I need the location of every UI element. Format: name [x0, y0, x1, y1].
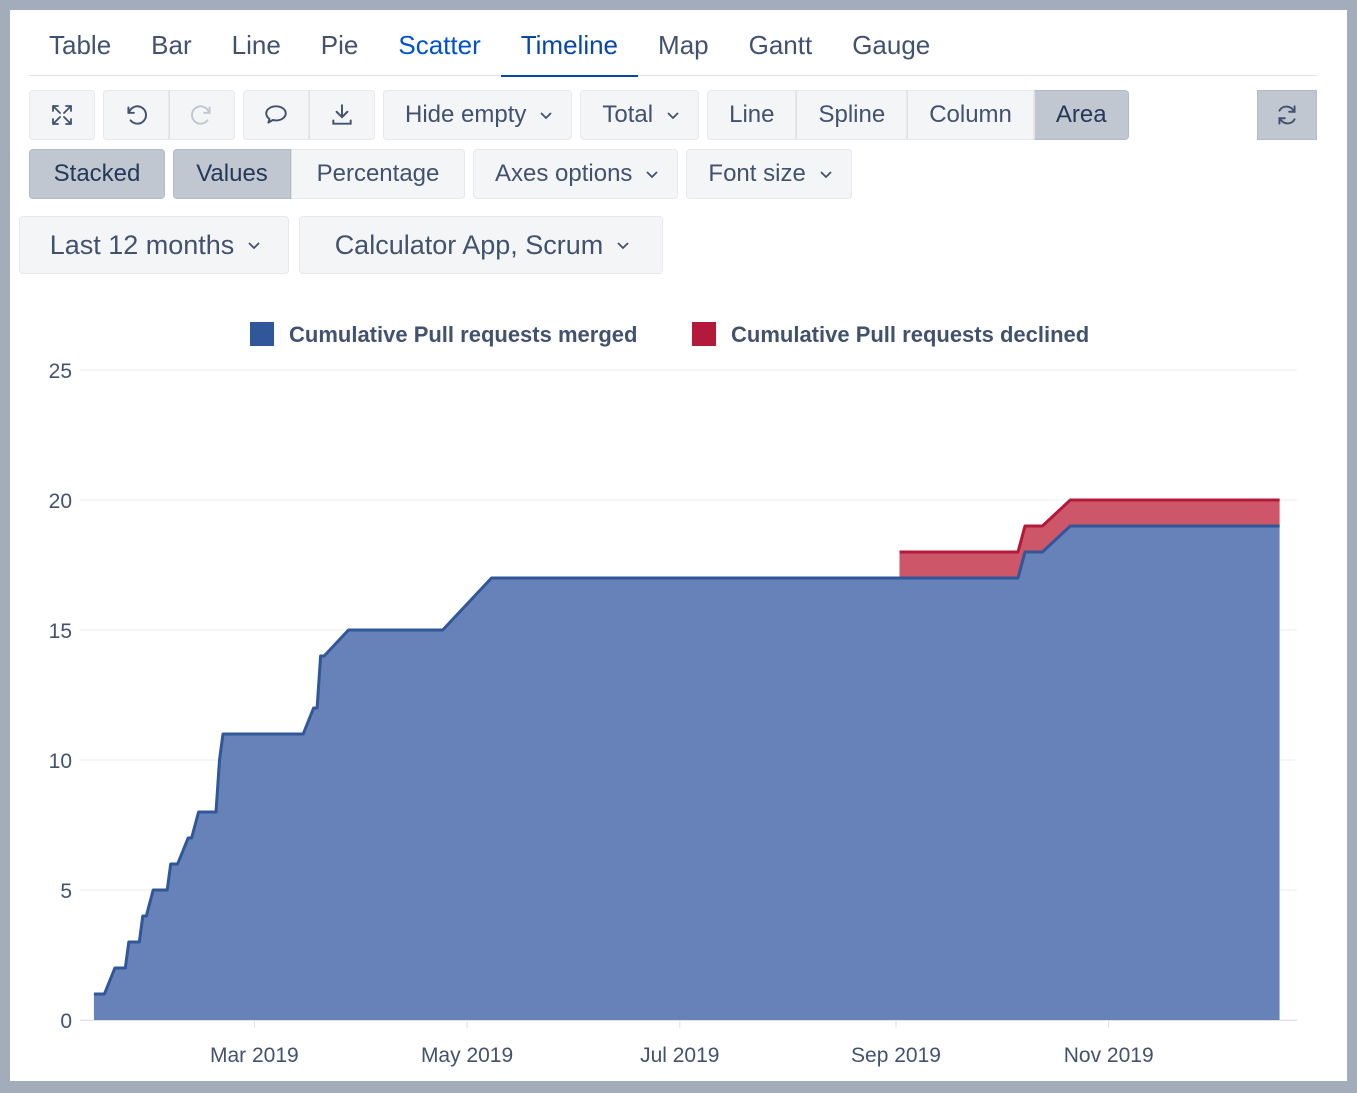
tab-line[interactable]: Line: [231, 30, 281, 60]
style-line-button[interactable]: Line: [707, 90, 797, 140]
x-axis: Mar 2019 May 2019 Jul 2019 Sep 2019 Nov 2019: [80, 1020, 1297, 1067]
values-label: Values: [196, 160, 268, 187]
tab-timeline[interactable]: Timeline: [500, 24, 639, 77]
line-merged[interactable]: [93, 524, 1280, 996]
area-chart: Cumulative Pull requests merged Cumulativ…: [49, 322, 1297, 1067]
tab-pie[interactable]: Pie: [320, 30, 359, 60]
x-tick-label: Nov 2019: [1064, 1044, 1154, 1067]
total-label: Total: [602, 101, 654, 128]
comment-button[interactable]: [243, 90, 309, 140]
download-button[interactable]: [309, 90, 375, 140]
redo-icon: [191, 105, 211, 125]
legend-swatch-2[interactable]: [692, 322, 716, 346]
tab-gantt[interactable]: Gantt: [748, 30, 813, 60]
comment-icon: [265, 105, 287, 124]
y-tick-label: 20: [49, 490, 72, 513]
period-dropdown[interactable]: Last 12 months: [19, 216, 289, 274]
chart-legend: Cumulative Pull requests merged Cumulativ…: [250, 322, 1089, 347]
font-size-dropdown[interactable]: Font size: [686, 149, 852, 199]
filter-row: Last 12 months Calculator App, Scrum: [19, 216, 663, 274]
x-tick-label: Jul 2019: [640, 1044, 719, 1067]
tab-bar[interactable]: Bar: [151, 30, 192, 60]
hide-empty-dropdown[interactable]: Hide empty: [383, 90, 573, 140]
chart-areas: [93, 498, 1280, 1020]
tab-map[interactable]: Map: [658, 30, 709, 60]
y-tick-label: 5: [60, 880, 72, 903]
chevron-down-icon: [248, 240, 260, 250]
axes-options-label: Axes options: [495, 160, 633, 187]
total-dropdown[interactable]: Total: [580, 90, 700, 140]
style-spline-button[interactable]: Spline: [796, 90, 908, 140]
x-tick-label: Sep 2019: [851, 1044, 941, 1067]
projects-label: Calculator App, Scrum: [334, 229, 604, 260]
line-declined[interactable]: [899, 498, 1280, 554]
tab-gauge[interactable]: Gauge: [852, 30, 931, 60]
area-declined[interactable]: [899, 500, 1280, 578]
stacked-label: Stacked: [53, 160, 141, 187]
legend-swatch-1[interactable]: [250, 322, 274, 346]
legend-label-1[interactable]: Cumulative Pull requests merged: [289, 322, 637, 347]
chart-type-tabs: Table Bar Line Pie Scatter Timeline Map Gantt Ga…: [29, 24, 1317, 77]
download-icon: [332, 104, 352, 125]
tab-table[interactable]: Table: [49, 30, 112, 60]
y-tick-label: 25: [49, 360, 72, 383]
chevron-down-icon: [540, 110, 553, 120]
refresh-icon: [1278, 105, 1296, 125]
tab-scatter[interactable]: Scatter: [398, 30, 481, 60]
chart-style-group: Line Spline Column Area: [707, 90, 1129, 140]
fullscreen-icon: [52, 105, 72, 125]
chevron-down-icon: [667, 110, 679, 120]
redo-button[interactable]: [169, 90, 235, 140]
x-tick-label: May 2019: [421, 1044, 513, 1067]
y-axis: 0 5 10 15 20 25: [49, 360, 72, 1033]
chevron-down-icon: [646, 169, 659, 179]
refresh-button[interactable]: [1257, 90, 1317, 140]
axes-options-dropdown[interactable]: Axes options: [473, 149, 679, 199]
font-size-label: Font size: [708, 160, 806, 187]
undo-button[interactable]: [103, 90, 169, 140]
chevron-down-icon: [617, 240, 629, 250]
values-toggle[interactable]: Values: [173, 149, 291, 199]
percentage-toggle[interactable]: Percentage: [291, 149, 465, 199]
projects-dropdown[interactable]: Calculator App, Scrum: [299, 216, 663, 274]
y-tick-label: 15: [49, 620, 72, 643]
fullscreen-button[interactable]: [29, 90, 95, 140]
toolbar-row-1: Hide empty Total Line Spline Column Area: [29, 90, 1129, 140]
y-tick-label: 0: [60, 1010, 72, 1033]
style-area-button[interactable]: Area: [1033, 90, 1129, 140]
period-label: Last 12 months: [49, 229, 235, 260]
percentage-label: Percentage: [316, 160, 440, 187]
area-merged[interactable]: [93, 526, 1280, 1020]
stacked-toggle[interactable]: Stacked: [29, 149, 165, 199]
chevron-down-icon: [820, 169, 832, 179]
chart-panel: Table Bar Line Pie Scatter Timeline Map Gantt Ga…: [10, 10, 1347, 1081]
x-tick-label: Mar 2019: [210, 1044, 299, 1067]
style-column-button[interactable]: Column: [907, 90, 1034, 140]
hide-empty-label: Hide empty: [405, 101, 527, 128]
y-tick-label: 10: [49, 750, 72, 773]
legend-label-2[interactable]: Cumulative Pull requests declined: [731, 322, 1089, 347]
toolbar-row-2: Stacked Values Percentage Axes options F…: [29, 149, 852, 199]
undo-icon: [127, 105, 147, 125]
